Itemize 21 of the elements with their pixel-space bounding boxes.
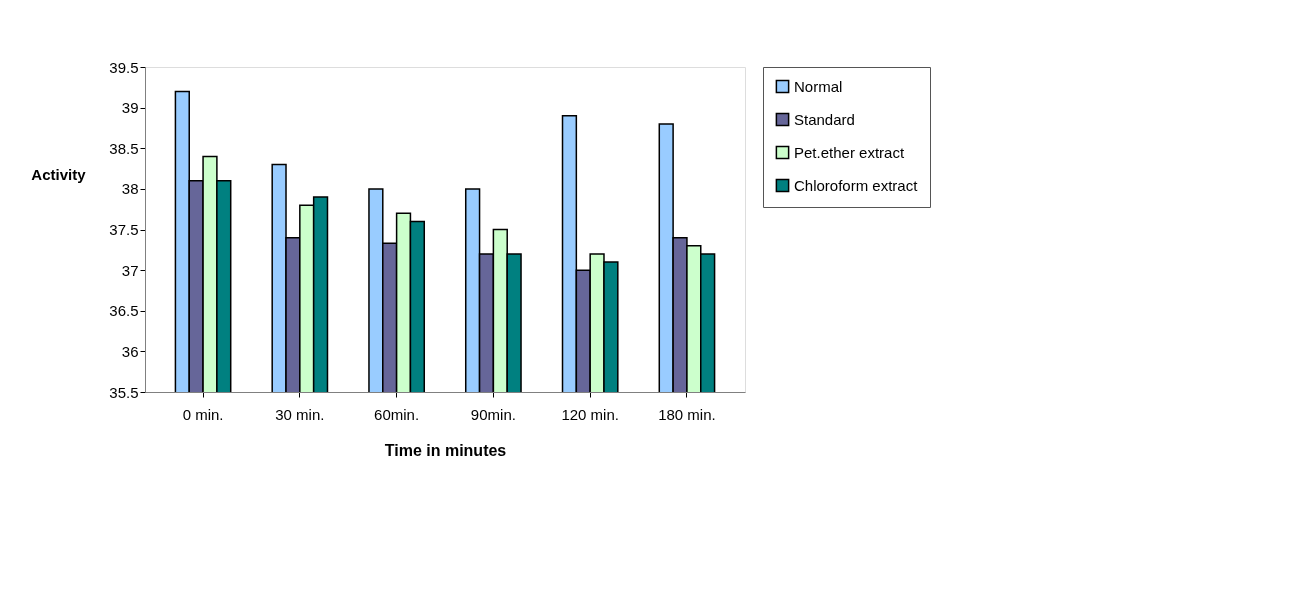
x-tick-label: 120 min. [561,405,619,423]
y-tick-label: 39 [121,99,139,117]
x-tick-label: 30 min. [275,405,325,423]
x-axis-title: Time in minutes [384,441,507,459]
y-axis-title: Activity [31,165,87,183]
legend-label: Standard [794,110,855,128]
y-tick-label: 36 [121,342,139,360]
y-tick-label: 39.5 [109,58,139,76]
y-tick-label: 36.5 [109,302,139,320]
y-tick-label: 38 [121,180,139,198]
y-tick-label: 35.5 [109,383,139,401]
legend-label: Pet.ether extract [794,143,905,161]
x-tick-label: 0 min. [182,405,224,423]
y-tick-label: 37.5 [109,221,139,238]
y-tick-label: 38.5 [109,139,139,157]
legend-label: Chloroform extract [794,176,919,194]
x-tick-label: 60min. [374,405,420,423]
legend-label: Normal [794,77,843,95]
x-tick-label: 180 min. [658,405,716,423]
x-tick-label: 90min. [470,405,516,423]
y-tick-label: 37 [121,261,139,279]
